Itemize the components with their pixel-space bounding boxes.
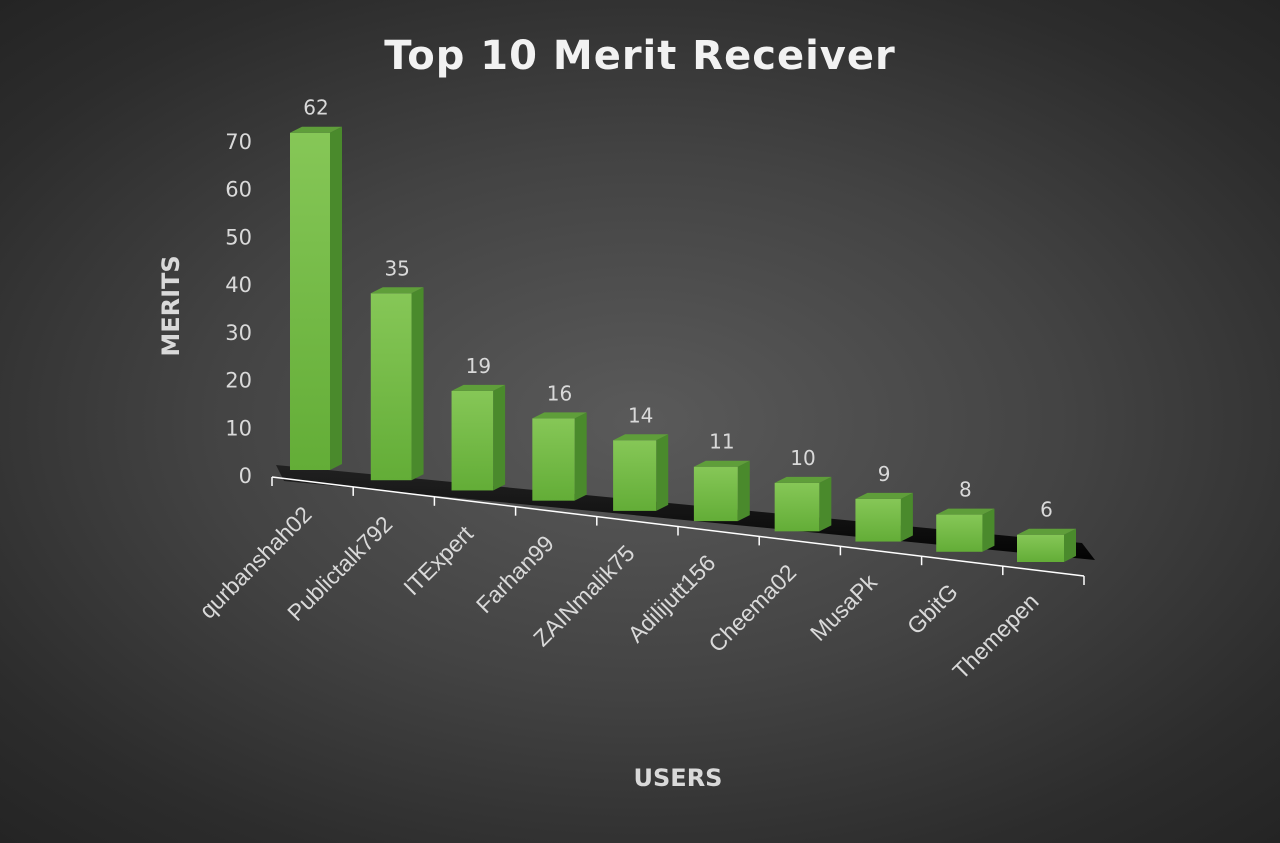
data-label: 16 (547, 381, 572, 405)
data-label: 14 (628, 403, 653, 427)
bar-front (1017, 534, 1064, 562)
data-label: 6 (1040, 498, 1053, 522)
bar-front (693, 466, 738, 522)
y-tick-label: 40 (225, 273, 252, 297)
y-tick-label: 70 (225, 130, 252, 154)
bar-front (370, 293, 412, 481)
bar (855, 492, 913, 542)
bar-front (532, 418, 575, 501)
bar-side (574, 412, 587, 501)
bar (1017, 528, 1076, 562)
bar-side (493, 384, 506, 491)
bar-front (936, 514, 983, 552)
bar-side (737, 460, 750, 522)
bar (370, 287, 424, 481)
bar-side (819, 476, 832, 532)
y-tick-label: 10 (225, 416, 252, 440)
bar-side (411, 287, 424, 481)
bar-side (1064, 528, 1076, 562)
data-label: 9 (878, 462, 891, 486)
x-axis-tick-marks (271, 477, 1085, 585)
y-tick-label: 20 (225, 369, 252, 393)
y-tick-label: 50 (225, 225, 252, 249)
x-tick-label: Themepen (947, 588, 1043, 684)
data-label: 35 (384, 256, 409, 280)
bar-front (774, 482, 820, 532)
bar-top (1017, 528, 1076, 535)
bar (613, 434, 669, 511)
bar-top (532, 412, 587, 419)
chart-title: Top 10 Merit Receiver (384, 33, 895, 79)
y-tick-label: 60 (225, 178, 252, 202)
bar-side (330, 126, 342, 470)
bar-side (982, 508, 995, 552)
y-axis-title: MERITS (157, 255, 185, 356)
x-tick-label: GbitG (902, 578, 963, 639)
x-tick-label: ITExpert (398, 520, 478, 600)
bar-top (774, 476, 832, 483)
bar (451, 384, 506, 491)
bar (774, 476, 832, 532)
bar (532, 412, 587, 501)
data-label: 62 (303, 96, 328, 120)
x-axis-title: USERS (634, 764, 723, 792)
x-tick-label: Farhan99 (471, 530, 559, 618)
bar (290, 126, 342, 470)
y-tick-label: 0 (239, 464, 252, 488)
data-labels-group: 62 35 19 16 14 11 10 9 8 6 (303, 96, 1053, 522)
bar-top (693, 460, 750, 467)
bar (936, 508, 995, 552)
x-tick-label: Adilijutt156 (622, 549, 720, 647)
bar-top (290, 126, 342, 133)
data-label: 8 (959, 478, 972, 502)
bar (693, 460, 750, 522)
bar-front (855, 498, 901, 542)
bar-top (370, 287, 424, 294)
bar-front (451, 390, 494, 491)
bar-top (451, 384, 506, 391)
bar-front (290, 132, 330, 470)
data-label: 11 (709, 430, 734, 454)
data-label: 19 (466, 354, 491, 378)
y-tick-label: 30 (225, 321, 252, 345)
bar-side (656, 434, 669, 511)
bars-group (290, 126, 1076, 562)
data-label: 10 (790, 446, 815, 470)
x-tick-label: MusaPk (805, 568, 882, 645)
bar-top (855, 492, 913, 499)
y-axis-ticks: 0 10 20 30 40 50 60 70 (225, 130, 252, 488)
bar-top (936, 508, 995, 515)
bar-side (900, 492, 913, 542)
x-tick-label: Cheema02 (703, 559, 801, 657)
bar-top (613, 434, 669, 441)
bar-front (613, 440, 657, 511)
